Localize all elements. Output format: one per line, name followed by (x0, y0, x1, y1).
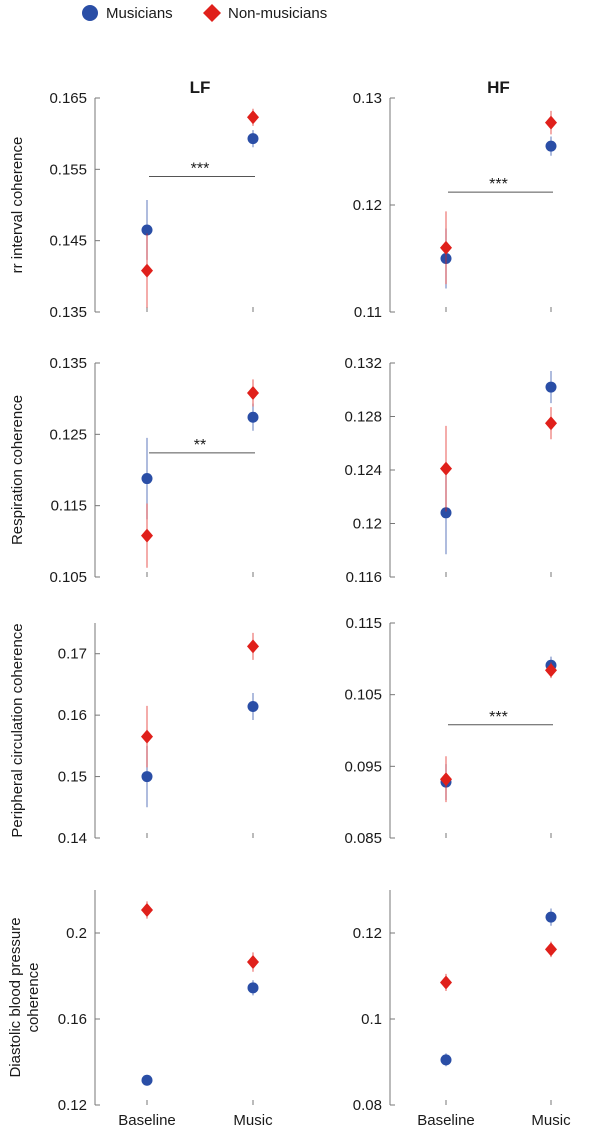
panel-hf-row1: 0.11 0.12 0.13 HF *** (353, 78, 557, 321)
y-axis-label: Peripheral circulation coherence (9, 623, 26, 837)
y-tick-label: 0.12 (353, 516, 382, 533)
y-tick-label: 0.1 (361, 1011, 382, 1028)
y-tick-label: 0.08 (353, 1097, 382, 1114)
panels: 0.135 0.145 0.155 0.165 LF rr interval cohere… (7, 78, 571, 1129)
y-tick-label: 0.115 (346, 615, 382, 632)
data-point-non-musicians (247, 110, 259, 125)
legend-item-musicians: Musicians (82, 5, 173, 22)
x-tick-label: Music (531, 1112, 571, 1129)
data-point-musicians (141, 224, 153, 236)
y-tick-label: 0.14 (58, 830, 87, 847)
y-tick-label: 0.12 (353, 197, 382, 214)
data-point-non-musicians (141, 729, 153, 744)
y-tick-label: 0.12 (58, 1097, 87, 1114)
legend-non-musicians-label: Non-musicians (228, 5, 327, 22)
y-tick-label: 0.125 (49, 426, 87, 443)
y-axis-label: Respiration coherence (9, 395, 26, 545)
y-tick-label: 0.16 (58, 1011, 87, 1028)
panel-lf-row1: 0.135 0.145 0.155 0.165 LF rr interval cohere… (9, 78, 259, 321)
y-tick-label: 0.165 (49, 90, 87, 107)
data-point-musicians (440, 1054, 452, 1066)
data-point-non-musicians (247, 639, 259, 654)
data-point-musicians (141, 473, 153, 485)
y-tick-label: 0.116 (346, 569, 382, 586)
y-tick-label: 0.2 (66, 925, 87, 942)
data-point-musicians (545, 140, 557, 152)
panel-lf-row4: 0.12 0.16 0.2 Baseline Music Diastolic blood … (7, 890, 273, 1129)
data-point-non-musicians (545, 942, 557, 957)
y-tick-label: 0.085 (344, 830, 382, 847)
y-tick-label: 0.15 (58, 769, 87, 786)
significance-label: *** (489, 176, 508, 193)
y-tick-label: 0.16 (58, 707, 87, 724)
panel-title: HF (487, 78, 510, 97)
y-tick-label: 0.132 (344, 355, 382, 372)
data-point-non-musicians (545, 416, 557, 431)
panel-title: LF (190, 78, 211, 97)
data-point-non-musicians (440, 461, 452, 476)
legend-musicians-marker (82, 5, 98, 21)
panel-hf-row3: 0.085 0.095 0.105 0.115 *** (344, 615, 557, 847)
data-point-non-musicians (440, 240, 452, 255)
data-point-musicians (545, 381, 557, 393)
y-tick-label: 0.145 (49, 233, 87, 250)
y-axis-label-line: Diastolic blood pressure (7, 917, 24, 1077)
data-point-non-musicians (141, 263, 153, 278)
panel-hf-row2: 0.116 0.12 0.124 0.128 0.132 (344, 355, 557, 586)
x-tick-label: Baseline (417, 1112, 475, 1129)
data-point-musicians (545, 911, 557, 923)
data-point-non-musicians (141, 902, 153, 917)
y-tick-label: 0.128 (344, 409, 382, 426)
y-tick-label: 0.135 (49, 304, 87, 321)
data-point-musicians (247, 133, 259, 145)
legend: Musicians Non-musicians (82, 4, 327, 22)
legend-musicians-label: Musicians (106, 5, 173, 22)
data-point-non-musicians (247, 385, 259, 400)
y-tick-label: 0.12 (353, 925, 382, 942)
data-point-musicians (247, 411, 259, 423)
significance-label: ** (194, 437, 206, 454)
data-point-non-musicians (440, 772, 452, 787)
panel-hf-row4: 0.08 0.1 0.12 Baseline Music (353, 890, 571, 1129)
data-point-musicians (141, 771, 153, 783)
panel-lf-row2: 0.105 0.115 0.125 0.135 Respiration coherenc… (9, 355, 259, 586)
data-point-musicians (247, 701, 259, 713)
panel-lf-row3: 0.14 0.15 0.16 0.17 Peripheral circulation c… (9, 623, 259, 847)
significance-label: *** (191, 160, 210, 177)
y-axis-label: Diastolic blood pressurecoherence (7, 917, 42, 1077)
data-point-musicians (440, 507, 452, 519)
data-point-non-musicians (247, 955, 259, 970)
y-tick-label: 0.115 (51, 498, 87, 515)
y-tick-label: 0.155 (49, 161, 87, 178)
data-point-non-musicians (545, 115, 557, 130)
y-tick-label: 0.105 (49, 569, 87, 586)
x-tick-label: Music (233, 1112, 273, 1129)
data-point-non-musicians (440, 975, 452, 990)
data-point-musicians (247, 982, 259, 994)
x-tick-label: Baseline (118, 1112, 176, 1129)
y-tick-label: 0.13 (353, 90, 382, 107)
data-point-musicians (141, 1074, 153, 1086)
legend-non-musicians-marker (203, 4, 221, 22)
significance-label: *** (489, 709, 508, 726)
y-tick-label: 0.105 (344, 687, 382, 704)
y-tick-label: 0.11 (354, 304, 382, 321)
data-point-non-musicians (141, 528, 153, 543)
y-tick-label: 0.124 (344, 462, 382, 479)
y-axis-label: rr interval coherence (9, 137, 26, 274)
y-tick-label: 0.135 (49, 355, 87, 372)
y-axis-label-line: coherence (25, 962, 42, 1032)
y-tick-label: 0.17 (58, 646, 87, 663)
y-tick-label: 0.095 (344, 758, 382, 775)
data-point-non-musicians (545, 663, 557, 678)
legend-item-non-musicians: Non-musicians (203, 4, 327, 22)
